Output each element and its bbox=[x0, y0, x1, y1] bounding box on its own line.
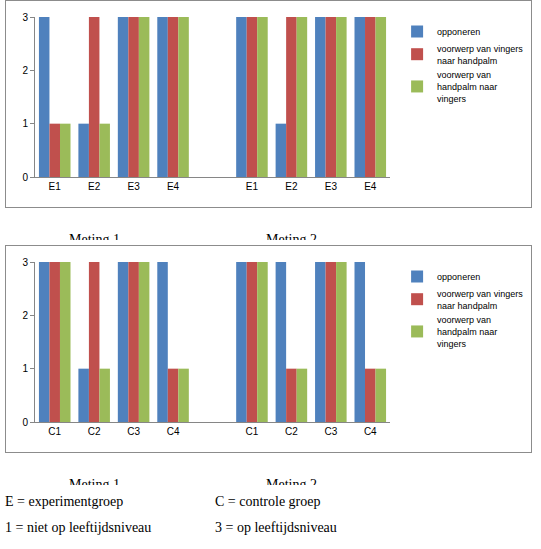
html-text:E = experimentgroep: E = experimentgroep bbox=[5, 494, 124, 509]
html-text:3 = op leeftijdsniveau: 3 = op leeftijdsniveau bbox=[215, 520, 337, 535]
svg-text:2: 2 bbox=[22, 65, 28, 76]
svg-text:voorwerp vanhandpalm naarvinge: voorwerp vanhandpalm naarvingers bbox=[437, 70, 497, 103]
svg-text:voorwerp vanhandpalm naarvinge: voorwerp vanhandpalm naarvingers bbox=[437, 315, 497, 348]
svg-text:opponeren: opponeren bbox=[437, 272, 480, 282]
svg-text:voorwerp van vingersnaar handp: voorwerp van vingersnaar handpalm bbox=[437, 289, 523, 311]
svg-text:C3: C3 bbox=[324, 426, 337, 437]
svg-text:3: 3 bbox=[22, 257, 28, 268]
svg-text:E4: E4 bbox=[364, 181, 377, 192]
html-text:1 = niet op leeftijdsniveau: 1 = niet op leeftijdsniveau bbox=[5, 520, 152, 535]
svg-text:E3: E3 bbox=[127, 181, 140, 192]
svg-text:E3: E3 bbox=[325, 181, 338, 192]
svg-text:E4: E4 bbox=[167, 181, 180, 192]
svg-text:C1: C1 bbox=[48, 426, 61, 437]
svg-text:2: 2 bbox=[22, 310, 28, 321]
svg-text:C2: C2 bbox=[285, 426, 298, 437]
svg-text:C4: C4 bbox=[364, 426, 377, 437]
svg-text:voorwerp van vingersnaar handp: voorwerp van vingersnaar handpalm bbox=[437, 44, 523, 66]
svg-text:1: 1 bbox=[22, 363, 28, 374]
html-text:C = controle groep: C = controle groep bbox=[215, 494, 321, 509]
svg-text:0: 0 bbox=[22, 417, 28, 428]
svg-text:C1: C1 bbox=[246, 426, 259, 437]
svg-text:C3: C3 bbox=[127, 426, 140, 437]
svg-text:E1: E1 bbox=[49, 181, 62, 192]
svg-text:Meting 2: Meting 2 bbox=[266, 232, 317, 240]
svg-text:E2: E2 bbox=[285, 181, 298, 192]
svg-text:C2: C2 bbox=[88, 426, 101, 437]
svg-text:E1: E1 bbox=[246, 181, 259, 192]
svg-text:3: 3 bbox=[22, 12, 28, 23]
svg-text:1: 1 bbox=[22, 118, 28, 129]
svg-text:E2: E2 bbox=[88, 181, 101, 192]
svg-text:Meting 1: Meting 1 bbox=[69, 477, 120, 485]
svg-text:C4: C4 bbox=[167, 426, 180, 437]
svg-text:Meting 1: Meting 1 bbox=[69, 232, 120, 240]
svg-text:Meting 2: Meting 2 bbox=[266, 477, 317, 485]
svg-text:opponeren: opponeren bbox=[437, 27, 480, 37]
svg-text:0: 0 bbox=[22, 172, 28, 183]
